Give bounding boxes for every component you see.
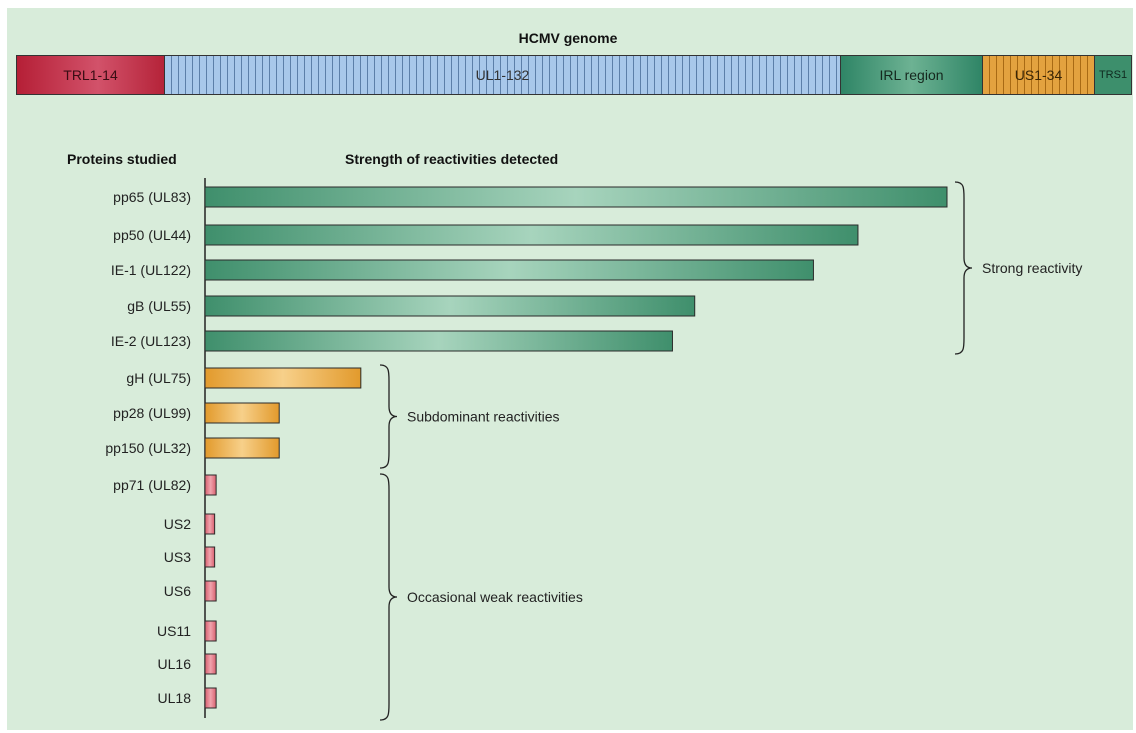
bar-ul16 bbox=[204, 653, 217, 675]
bar-us2 bbox=[204, 513, 216, 535]
bar-us3 bbox=[204, 546, 216, 568]
group-label: Occasional weak reactivities bbox=[407, 589, 583, 605]
bar-pp50-ul44 bbox=[204, 224, 859, 246]
category-label: US3 bbox=[164, 549, 191, 565]
category-label: UL16 bbox=[158, 656, 192, 672]
category-label: pp150 (UL32) bbox=[105, 440, 191, 456]
genome-segment-irl: IRL region bbox=[841, 56, 983, 94]
figure-background bbox=[7, 8, 1133, 730]
group-brace bbox=[954, 181, 973, 355]
category-label: US11 bbox=[157, 623, 191, 639]
bar-us6 bbox=[204, 580, 217, 602]
category-label: US2 bbox=[164, 516, 191, 532]
genome-title: HCMV genome bbox=[518, 30, 618, 46]
bar-pp150-ul32 bbox=[204, 437, 280, 459]
bar-ie-2-ul123 bbox=[204, 330, 673, 352]
bar-pp71-ul82 bbox=[204, 474, 217, 496]
group-label: Subdominant reactivities bbox=[407, 409, 560, 425]
category-label: IE-1 (UL122) bbox=[111, 262, 191, 278]
genome-map: TRL1-14 UL1-132 IRL region US1-34 TRS1 bbox=[16, 55, 1132, 95]
genome-segment-us: US1-34 bbox=[983, 56, 1095, 94]
category-label: UL18 bbox=[158, 690, 192, 706]
strength-column-header: Strength of reactivities detected bbox=[345, 151, 559, 167]
genome-segment-ul: UL1-132 bbox=[165, 56, 841, 94]
bar-ul18 bbox=[204, 687, 217, 709]
category-label: pp65 (UL83) bbox=[113, 189, 191, 205]
bar-ie-1-ul122 bbox=[204, 259, 814, 281]
bar-gb-ul55 bbox=[204, 295, 696, 317]
bar-pp28-ul99 bbox=[204, 402, 280, 424]
bar-pp65-ul83 bbox=[204, 186, 948, 208]
group-label: Strong reactivity bbox=[982, 260, 1082, 276]
genome-segment-trs: TRS1 bbox=[1095, 56, 1131, 94]
category-label: pp50 (UL44) bbox=[113, 227, 191, 243]
genome-segment-trl: TRL1-14 bbox=[17, 56, 165, 94]
category-label: pp71 (UL82) bbox=[113, 477, 191, 493]
category-label: gB (UL55) bbox=[127, 298, 191, 314]
proteins-column-header: Proteins studied bbox=[67, 151, 177, 167]
category-label: IE-2 (UL123) bbox=[111, 333, 191, 349]
category-label: gH (UL75) bbox=[126, 370, 191, 386]
bar-us11 bbox=[204, 620, 217, 642]
group-brace bbox=[379, 473, 398, 721]
category-label: US6 bbox=[164, 583, 191, 599]
category-label: pp28 (UL99) bbox=[113, 405, 191, 421]
bar-gh-ul75 bbox=[204, 367, 362, 389]
group-brace bbox=[379, 364, 398, 469]
